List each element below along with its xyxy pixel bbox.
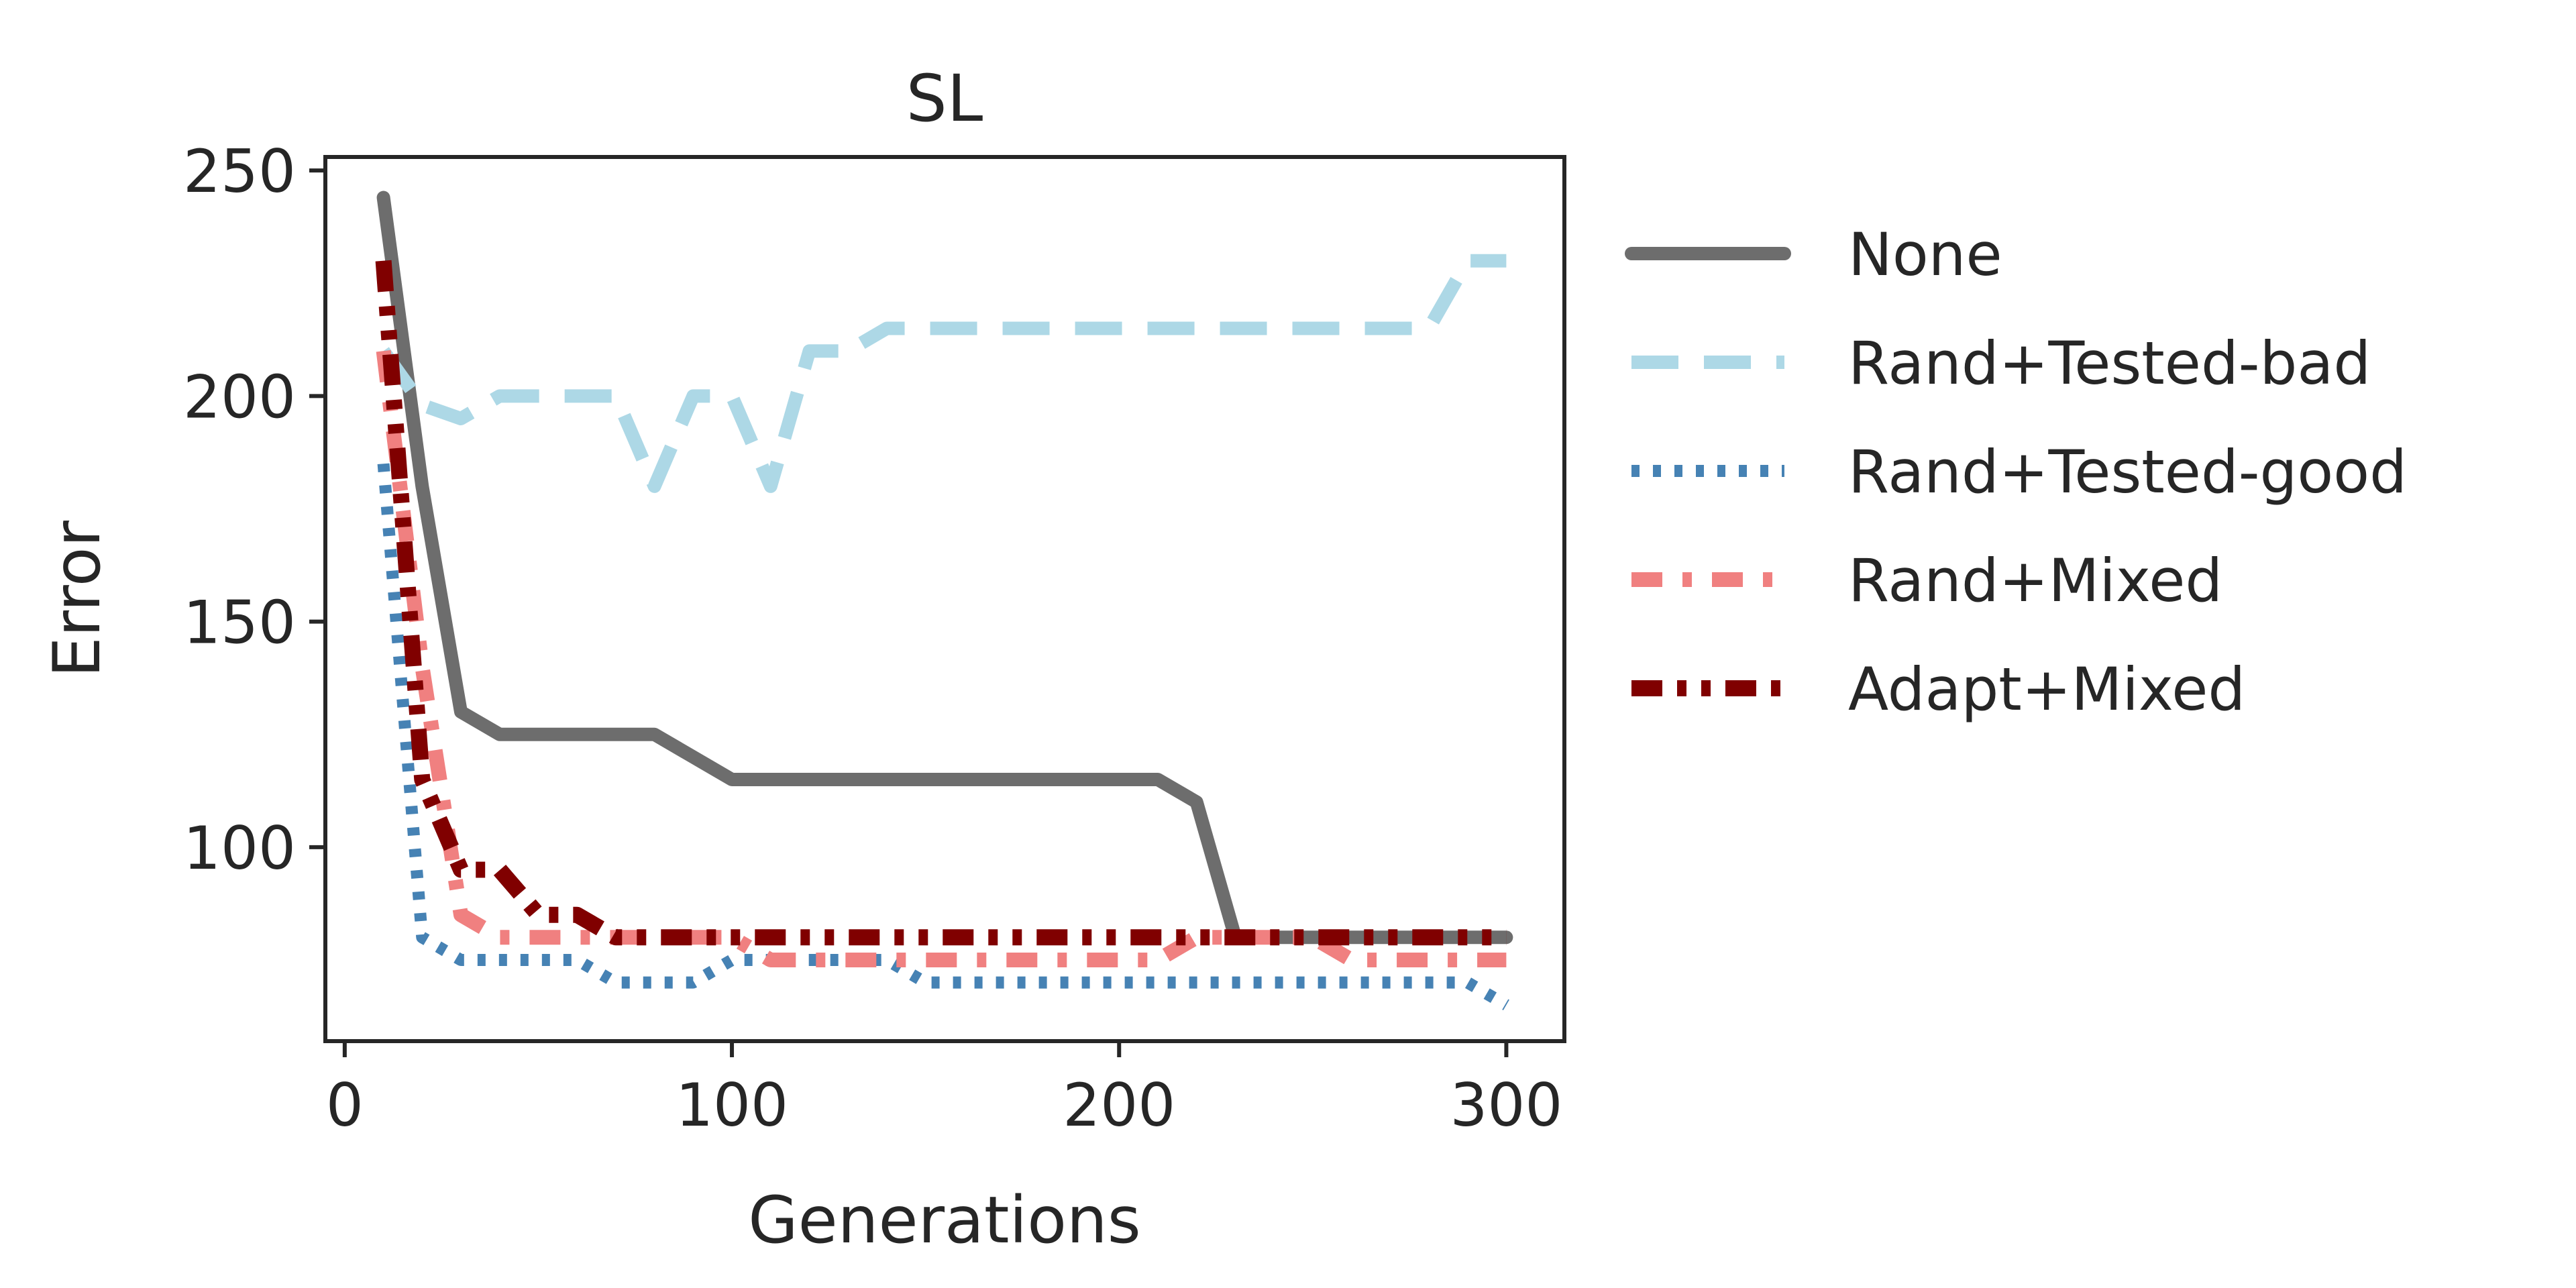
y-axis: 100 150 200 250 xyxy=(183,137,325,883)
chart-title: SL xyxy=(906,61,983,136)
legend-label-rand-tested-bad: Rand+Tested-bad xyxy=(1848,329,2371,398)
legend: None Rand+Tested-bad Rand+Tested-good Rand+… xyxy=(1625,220,2407,724)
plot-lines xyxy=(375,191,1513,1010)
x-tick-label: 0 xyxy=(326,1071,364,1140)
y-axis-label: Error xyxy=(40,520,115,678)
series-line-none xyxy=(376,191,1513,945)
legend-label-adapt-mixed: Adapt+Mixed xyxy=(1848,655,2245,724)
series-line-adapt-mixed xyxy=(375,260,1507,946)
legend-label-rand-tested-good: Rand+Tested-good xyxy=(1848,437,2407,506)
x-tick-label: 100 xyxy=(676,1071,788,1140)
legend-label-none: None xyxy=(1848,220,2002,289)
plot-frame xyxy=(323,155,1566,1043)
x-axis-label: Generations xyxy=(748,1183,1141,1258)
series-line-rand-tested-bad xyxy=(378,254,1507,493)
legend-label-rand-mixed: Rand+Mixed xyxy=(1848,546,2222,615)
y-tick-label: 150 xyxy=(183,588,296,657)
y-tick-label: 100 xyxy=(183,814,296,883)
x-tick-label: 300 xyxy=(1450,1071,1562,1140)
y-tick-label: 250 xyxy=(183,137,296,206)
y-tick-label: 200 xyxy=(183,362,296,431)
series-line-rand-mixed xyxy=(376,350,1507,967)
x-axis: 0 100 200 300 xyxy=(326,1041,1562,1140)
x-tick-label: 200 xyxy=(1063,1071,1175,1140)
series-line-rand-tested-good xyxy=(377,463,1509,1010)
